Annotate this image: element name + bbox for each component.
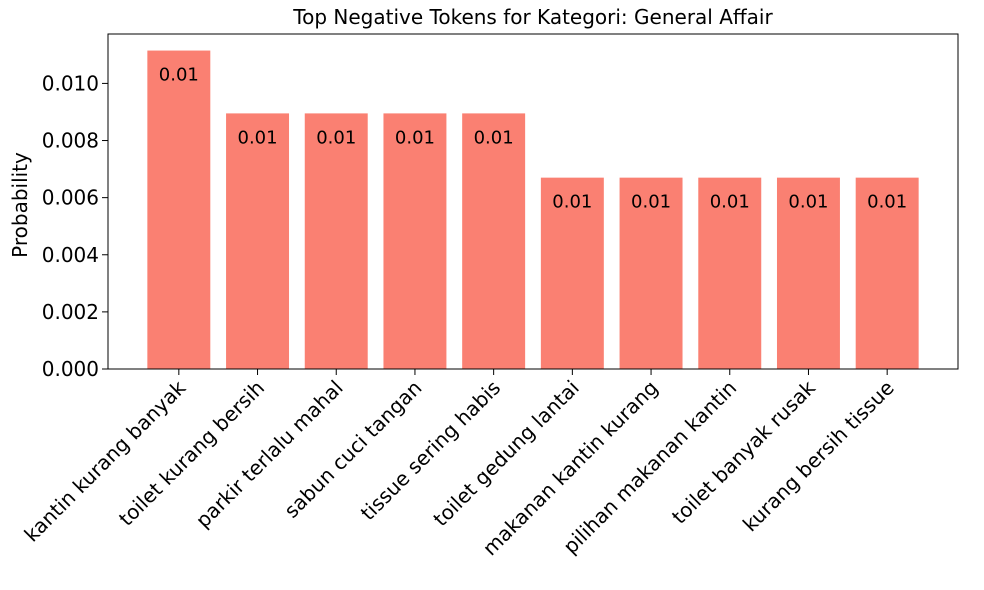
bar	[304, 113, 368, 369]
x-tick-label: tissue sering habis	[356, 376, 505, 525]
bar	[147, 50, 211, 370]
y-tick-label: 0.010	[42, 71, 99, 95]
x-tick-label: sabun cuci tangan	[279, 376, 426, 523]
bar	[776, 177, 840, 369]
data-label: 0.01	[159, 65, 199, 86]
x-tick-label: kantin kurang banyak	[19, 375, 190, 546]
bar	[855, 177, 919, 369]
x-tick-label: parkir terlalu mahal	[191, 376, 348, 533]
data-label: 0.01	[316, 127, 356, 148]
plot-frame	[107, 33, 959, 370]
data-label: 0.01	[395, 127, 435, 148]
x-tick-label: toilet kurang bersih	[114, 376, 269, 531]
data-label: 0.01	[238, 127, 278, 148]
x-tick-label: kurang bersih tissue	[738, 376, 899, 537]
data-label: 0.01	[631, 192, 671, 213]
bar	[383, 113, 447, 369]
y-tick-label: 0.000	[42, 357, 99, 381]
bar	[226, 113, 290, 369]
data-label: 0.01	[474, 127, 514, 148]
y-tick-label: 0.002	[42, 300, 99, 324]
bar	[698, 177, 762, 369]
x-tick-label: toilet gedung lantai	[428, 376, 584, 532]
bar	[540, 177, 604, 369]
y-tick-label: 0.006	[42, 186, 99, 210]
bar	[619, 177, 683, 369]
y-axis-label: Probability	[8, 152, 32, 258]
y-tick-label: 0.004	[42, 243, 99, 267]
data-label: 0.01	[867, 192, 907, 213]
y-tick-label: 0.008	[42, 129, 99, 153]
bar	[462, 113, 526, 369]
data-label: 0.01	[788, 192, 828, 213]
x-tick-label: toilet banyak rusak	[667, 375, 820, 528]
data-label: 0.01	[710, 192, 750, 213]
plot-area: 0.01 0.01 0.01 0.01 0.01 0.01 0.01 0.01 0.01 0.01…	[19, 33, 959, 560]
data-label: 0.01	[552, 192, 592, 213]
chart-title: Top Negative Tokens for Kategori: Genera…	[292, 5, 773, 29]
